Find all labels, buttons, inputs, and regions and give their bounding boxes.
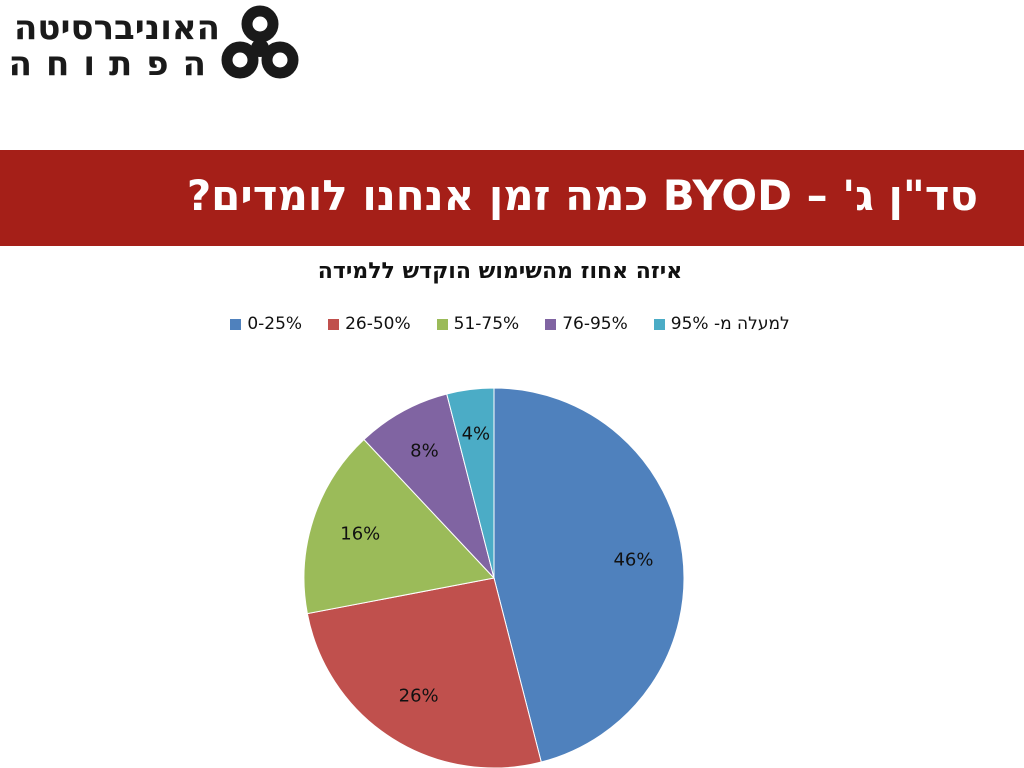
slide-title: סד"ן ג' – BYOD כמה זמן אנחנו לומדים? — [186, 171, 978, 220]
legend-swatch — [436, 318, 448, 330]
title-band: סד"ן ג' – BYOD כמה זמן אנחנו לומדים? — [0, 150, 1024, 246]
legend-label: 51-75% — [453, 314, 520, 334]
legend-item: למעלה מ- 95% — [653, 314, 790, 334]
legend-swatch — [230, 318, 242, 330]
logo-text: האוניברסיטה הפתוחה — [8, 8, 220, 84]
logo-line-1: האוניברסיטה — [14, 8, 220, 48]
pie-slice — [493, 387, 685, 763]
legend-label: 26-50% — [345, 314, 411, 334]
legend-item: 0-25% — [230, 314, 302, 334]
legend-swatch — [653, 318, 665, 330]
pie-data-label: 8% — [410, 440, 439, 461]
chart-legend: 0-25% 26-50% 51-75% 76-95% למעלה מ- 95% — [150, 312, 870, 336]
legend-label: למעלה מ- 95% — [670, 314, 790, 334]
logo-line-2: הפתוחה — [8, 44, 220, 84]
legend-label: 0-25% — [247, 314, 303, 334]
pie-data-label: 16% — [340, 524, 380, 545]
chart-title: איזה אחוז מהשימוש הוקדש ללמידה — [317, 259, 683, 284]
legend-item: 51-75% — [436, 314, 520, 334]
logo: האוניברסיטה הפתוחה — [6, 4, 306, 86]
pie-data-label: 26% — [399, 686, 439, 707]
legend-swatch — [328, 318, 340, 330]
pie-slice — [446, 387, 495, 579]
legend-item: 26-50% — [328, 314, 411, 334]
pie-data-label: 46% — [613, 549, 653, 570]
pie-slice — [363, 393, 495, 579]
pie-slice — [303, 438, 495, 615]
trefoil-logo-icon — [221, 5, 299, 79]
pie-data-label: 4% — [462, 424, 491, 445]
legend-swatch — [545, 318, 557, 330]
legend-item: 76-95% — [545, 314, 628, 334]
legend-label: 76-95% — [562, 314, 628, 334]
